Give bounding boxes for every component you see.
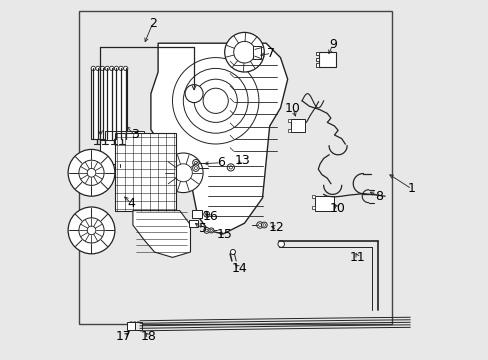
Circle shape	[233, 41, 255, 63]
Text: 7: 7	[267, 47, 275, 60]
Circle shape	[91, 66, 95, 71]
Bar	[188, 220, 197, 227]
Circle shape	[129, 322, 133, 326]
Circle shape	[205, 213, 207, 216]
Text: 12: 12	[268, 221, 284, 234]
Circle shape	[163, 153, 203, 193]
Bar	[134, 322, 142, 330]
Bar	[290, 119, 304, 131]
Circle shape	[227, 164, 234, 171]
Polygon shape	[133, 211, 190, 257]
Text: 10: 10	[285, 102, 301, 115]
Circle shape	[263, 224, 265, 226]
Circle shape	[203, 228, 209, 233]
Circle shape	[174, 164, 192, 182]
Circle shape	[132, 325, 137, 330]
Text: 2: 2	[148, 17, 156, 30]
Text: 1: 1	[407, 183, 415, 195]
Bar	[315, 63, 318, 67]
Text: 6: 6	[217, 156, 224, 169]
Text: 10: 10	[329, 202, 346, 215]
Circle shape	[129, 325, 133, 330]
Polygon shape	[117, 139, 136, 207]
Circle shape	[136, 325, 140, 330]
Bar	[288, 119, 290, 122]
Circle shape	[109, 66, 114, 71]
Bar	[104, 131, 144, 140]
Circle shape	[100, 66, 104, 71]
Text: 8: 8	[375, 190, 383, 203]
Bar	[115, 133, 176, 211]
Text: 14: 14	[231, 262, 246, 275]
Text: 4: 4	[127, 197, 135, 210]
Circle shape	[68, 207, 115, 254]
Circle shape	[119, 66, 123, 71]
Circle shape	[132, 322, 137, 326]
Circle shape	[194, 161, 197, 164]
Bar	[192, 210, 202, 218]
Circle shape	[68, 149, 115, 196]
Circle shape	[79, 218, 104, 243]
Bar	[311, 206, 314, 209]
Circle shape	[96, 66, 100, 71]
Circle shape	[79, 160, 104, 185]
Circle shape	[261, 222, 266, 228]
Circle shape	[123, 66, 127, 71]
Bar	[79, 11, 391, 324]
Circle shape	[114, 66, 119, 71]
Circle shape	[192, 165, 199, 171]
Circle shape	[258, 224, 261, 226]
Bar	[91, 68, 127, 139]
Bar	[315, 52, 318, 55]
Text: 18: 18	[141, 330, 157, 343]
Circle shape	[136, 322, 140, 326]
Circle shape	[210, 229, 212, 231]
Text: 13: 13	[234, 154, 250, 167]
Text: 15: 15	[216, 228, 232, 241]
Bar	[253, 46, 261, 59]
Bar	[314, 196, 334, 211]
Polygon shape	[151, 43, 287, 234]
Circle shape	[229, 166, 232, 169]
Circle shape	[105, 66, 109, 71]
Bar	[311, 195, 314, 198]
Circle shape	[87, 168, 96, 177]
Text: 16: 16	[202, 210, 218, 223]
Circle shape	[208, 228, 213, 233]
Circle shape	[192, 159, 199, 166]
Circle shape	[203, 211, 209, 217]
Bar	[318, 52, 335, 67]
Bar	[288, 129, 290, 131]
Circle shape	[87, 226, 96, 235]
Circle shape	[194, 167, 197, 170]
Circle shape	[120, 143, 125, 148]
Bar	[315, 58, 318, 61]
Text: 17: 17	[116, 330, 132, 343]
Circle shape	[277, 241, 284, 247]
Text: 11: 11	[349, 251, 365, 264]
Circle shape	[205, 229, 207, 232]
Circle shape	[224, 32, 264, 72]
Circle shape	[230, 249, 235, 255]
Circle shape	[185, 85, 203, 103]
Bar	[127, 322, 138, 330]
Circle shape	[256, 222, 263, 228]
Circle shape	[172, 58, 258, 144]
Text: 5: 5	[199, 222, 207, 235]
Circle shape	[120, 197, 125, 202]
Bar	[101, 140, 140, 164]
Text: 9: 9	[328, 39, 336, 51]
Text: 3: 3	[130, 129, 139, 141]
